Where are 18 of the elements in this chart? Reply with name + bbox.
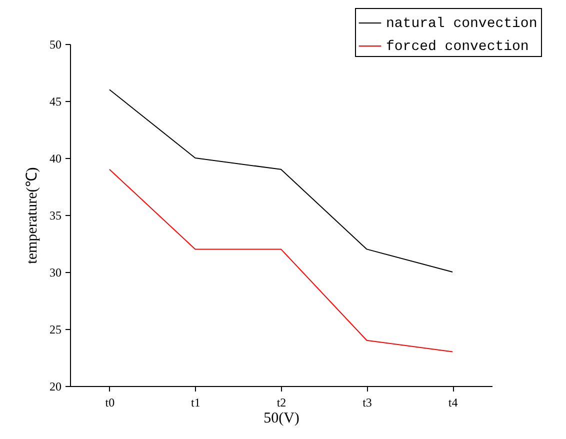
y-tick-label: 40	[50, 152, 62, 166]
x-tick-label: t2	[276, 396, 286, 410]
x-axis-title: 50(V)	[264, 410, 300, 426]
x-tick-label: t0	[105, 396, 115, 410]
y-tick-label: 50	[50, 38, 62, 52]
line-series	[108, 168, 454, 352]
y-axis-title: temperature(℃)	[24, 167, 40, 264]
y-tick-label: 45	[50, 94, 62, 108]
x-tick-label: t4	[448, 396, 458, 410]
y-tick-label: 25	[50, 322, 62, 336]
legend-label: natural convection	[386, 16, 538, 32]
y-tick-label: 20	[50, 380, 62, 394]
y-tick-label: 35	[50, 208, 62, 222]
line-series	[108, 89, 454, 272]
x-tick-label: t3	[362, 396, 372, 410]
x-tick-label: t1	[191, 396, 200, 410]
legend-label: forced convection	[386, 39, 529, 55]
y-tick-label: 30	[50, 266, 62, 280]
